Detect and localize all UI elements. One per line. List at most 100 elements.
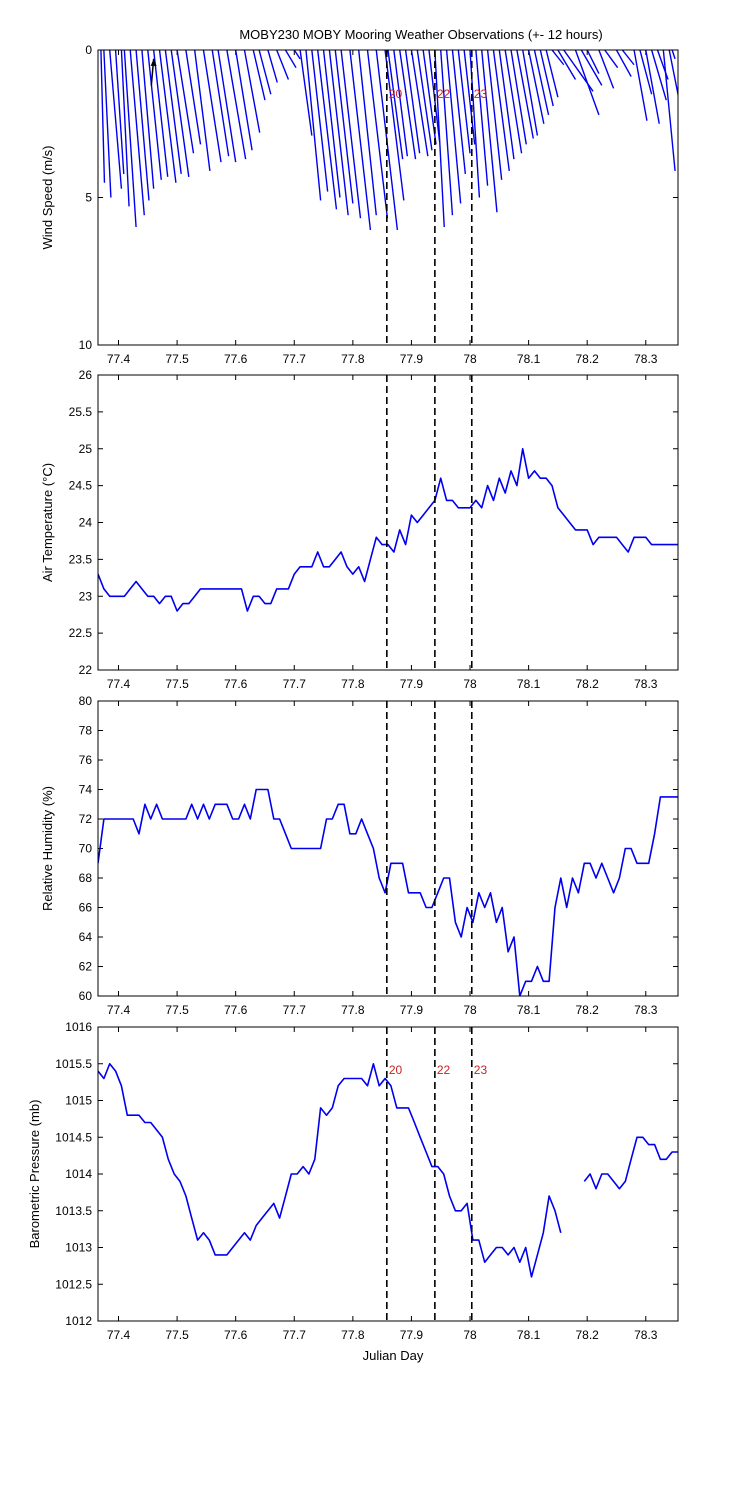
- wind-stick: [311, 50, 329, 192]
- wind-stick: [358, 50, 377, 216]
- x-tick-label: 77.6: [224, 352, 248, 366]
- y-tick-label: 26: [79, 368, 93, 382]
- wind-stick: [662, 50, 676, 172]
- x-tick-label: 77.6: [224, 677, 248, 691]
- wind-stick: [615, 50, 632, 77]
- marker-label: 20: [389, 87, 403, 101]
- x-tick-label: 78.2: [576, 352, 600, 366]
- wind-stick: [434, 50, 445, 228]
- y-tick-label: 1013: [65, 1241, 92, 1255]
- wind-stick: [516, 50, 534, 139]
- wind-stick: [504, 50, 523, 154]
- wind-stick: [305, 50, 322, 201]
- wind-stick: [416, 50, 433, 151]
- wind-stick: [533, 50, 550, 116]
- wind-stick: [445, 50, 462, 204]
- x-tick-label: 78.3: [634, 1003, 658, 1017]
- wind-stick: [185, 50, 202, 145]
- x-tick-label: 77.5: [165, 1003, 189, 1017]
- y-tick-label: 1012: [65, 1314, 92, 1328]
- x-tick-label: 77.7: [283, 1328, 307, 1342]
- wind-stick: [293, 50, 301, 60]
- marker-label: 22: [437, 87, 451, 101]
- series-line: [98, 448, 678, 612]
- wind-stick: [645, 50, 660, 124]
- x-tick-label: 77.4: [107, 677, 131, 691]
- y-tick-label: 64: [79, 930, 93, 944]
- wind-stick: [252, 50, 266, 101]
- x-tick-label: 78.3: [634, 352, 658, 366]
- plot-area: [98, 1063, 678, 1278]
- wind-stick: [176, 50, 195, 154]
- wind-stick: [103, 50, 112, 198]
- y-axis-label: Air Temperature (°C): [40, 463, 55, 582]
- wind-stick: [510, 50, 527, 145]
- wind-stick: [267, 50, 278, 83]
- panel-1: 0 5 10 77.4 77.5 77.6 77.7 77.8 77.9 78 78.1 78.2 78…: [40, 43, 679, 366]
- wind-stick: [164, 50, 182, 174]
- y-tick-label: 1014: [65, 1167, 92, 1181]
- wind-stick: [141, 50, 155, 189]
- y-tick-label: 72: [79, 812, 93, 826]
- x-tick-label: 78: [463, 352, 477, 366]
- wind-stick: [475, 50, 489, 186]
- wind-stick: [349, 50, 372, 231]
- wind-stick: [422, 50, 437, 145]
- wind-stick: [574, 50, 600, 116]
- panel-4: 1012 1012.5 1013 1013.5 1014 1014.5 1015 1015.5…: [27, 1020, 679, 1342]
- plot-area: [98, 448, 678, 612]
- wind-stick: [621, 50, 635, 66]
- x-tick-label: 77.7: [283, 1003, 307, 1017]
- wind-stick: [586, 50, 600, 74]
- y-tick-label: 1015.5: [55, 1057, 92, 1071]
- y-tick-label: 70: [79, 842, 93, 856]
- y-tick-label: 1016: [65, 1020, 92, 1034]
- wind-stick: [671, 50, 676, 60]
- wind-stick: [498, 50, 515, 160]
- x-tick-label: 77.5: [165, 352, 189, 366]
- x-tick-label: 77.8: [341, 1003, 365, 1017]
- wind-stick: [598, 50, 615, 89]
- wind-stick: [170, 50, 190, 177]
- wind-stick: [147, 50, 162, 180]
- panels: 0 5 10 77.4 77.5 77.6 77.7 77.8 77.9 78 78.1 78.2 78…: [27, 43, 679, 1342]
- x-tick-label: 78.2: [576, 677, 600, 691]
- wind-stick: [457, 50, 471, 154]
- wind-stick: [322, 50, 341, 198]
- x-tick-label: 78.1: [517, 352, 541, 366]
- wind-stick: [226, 50, 247, 160]
- series-line: [98, 1063, 562, 1278]
- wind-stick: [135, 50, 150, 201]
- x-tick-label: 77.9: [400, 677, 424, 691]
- chart-title: MOBY230 MOBY Mooring Weather Observation…: [239, 27, 602, 42]
- y-tick-label: 23: [79, 589, 93, 603]
- x-tick-label: 78: [463, 1003, 477, 1017]
- x-tick-label: 78.2: [576, 1328, 600, 1342]
- wind-stick: [486, 50, 503, 180]
- plot-frame: [97, 1026, 679, 1322]
- wind-stick: [243, 50, 261, 133]
- y-tick-label: 22: [79, 663, 93, 677]
- wind-stick: [276, 50, 290, 80]
- wind-stick: [481, 50, 498, 213]
- x-tick-label: 77.4: [107, 1003, 131, 1017]
- wind-stick: [114, 50, 125, 174]
- y-axis-label: Wind Speed (m/s): [40, 145, 55, 249]
- plot-frame: [97, 374, 679, 671]
- x-tick-label: 77.8: [341, 677, 365, 691]
- wind-stick: [551, 50, 565, 66]
- series-line: [583, 1136, 678, 1190]
- wind-stick: [217, 50, 237, 163]
- x-tick-label: 77.9: [400, 1328, 424, 1342]
- x-tick-label: 77.7: [283, 677, 307, 691]
- x-tick-label: 77.8: [341, 352, 365, 366]
- x-tick-label: 77.6: [224, 1003, 248, 1017]
- y-tick-label: 60: [79, 989, 93, 1003]
- y-tick-label: 1012.5: [55, 1277, 92, 1291]
- wind-stick: [334, 50, 354, 204]
- x-tick-label: 77.5: [165, 677, 189, 691]
- wind-stick: [393, 50, 409, 157]
- y-tick-label: 68: [79, 871, 93, 885]
- x-tick-label: 77.9: [400, 352, 424, 366]
- wind-stick: [399, 50, 417, 160]
